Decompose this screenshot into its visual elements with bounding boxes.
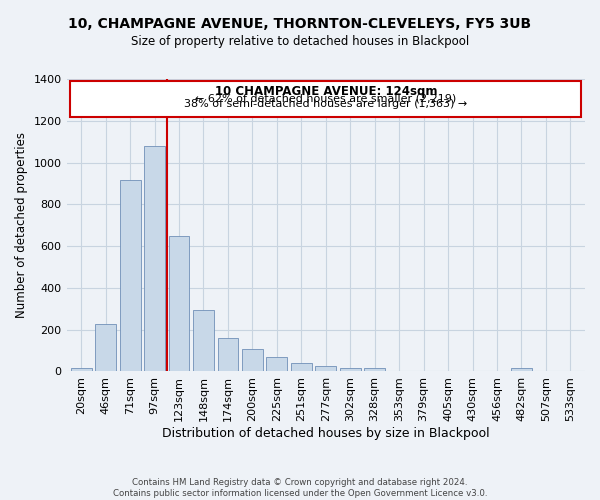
Bar bbox=[169, 236, 190, 372]
Bar bbox=[266, 357, 287, 372]
Bar bbox=[364, 368, 385, 372]
Text: 10, CHAMPAGNE AVENUE, THORNTON-CLEVELEYS, FY5 3UB: 10, CHAMPAGNE AVENUE, THORNTON-CLEVELEYS… bbox=[68, 18, 532, 32]
Bar bbox=[291, 363, 312, 372]
Text: Contains HM Land Registry data © Crown copyright and database right 2024.
Contai: Contains HM Land Registry data © Crown c… bbox=[113, 478, 487, 498]
Text: 38% of semi-detached houses are larger (1,363) →: 38% of semi-detached houses are larger (… bbox=[184, 100, 467, 110]
Bar bbox=[242, 349, 263, 372]
Bar bbox=[218, 338, 238, 372]
Bar bbox=[120, 180, 140, 372]
Text: 10 CHAMPAGNE AVENUE: 124sqm: 10 CHAMPAGNE AVENUE: 124sqm bbox=[215, 86, 437, 98]
Bar bbox=[340, 368, 361, 372]
X-axis label: Distribution of detached houses by size in Blackpool: Distribution of detached houses by size … bbox=[162, 427, 490, 440]
Bar bbox=[71, 368, 92, 372]
Bar bbox=[511, 368, 532, 372]
Text: ← 62% of detached houses are smaller (2,219): ← 62% of detached houses are smaller (2,… bbox=[195, 93, 457, 103]
Bar bbox=[70, 80, 581, 117]
Bar bbox=[193, 310, 214, 372]
Y-axis label: Number of detached properties: Number of detached properties bbox=[15, 132, 28, 318]
Bar bbox=[316, 366, 336, 372]
Bar bbox=[95, 324, 116, 372]
Bar bbox=[144, 146, 165, 372]
Text: Size of property relative to detached houses in Blackpool: Size of property relative to detached ho… bbox=[131, 35, 469, 48]
